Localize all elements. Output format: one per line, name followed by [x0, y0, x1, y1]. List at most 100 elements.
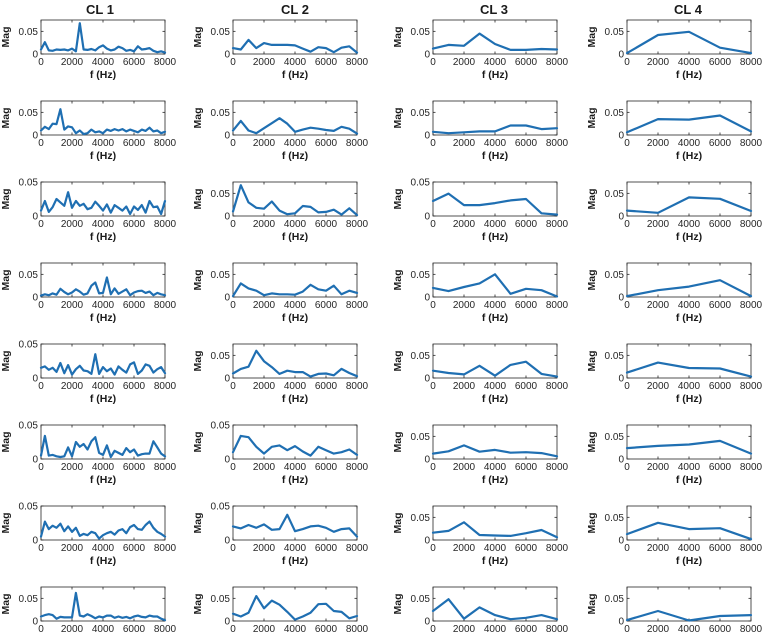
y-tick-label: 0.05 [411, 594, 431, 605]
x-tick-label: 6000 [709, 462, 732, 473]
y-tick-label: 0 [32, 455, 38, 466]
y-tick-label: 0 [618, 455, 624, 466]
y-tick-label: 0.05 [211, 27, 231, 38]
x-tick-label: 2000 [647, 219, 670, 230]
series-line [39, 108, 167, 136]
x-tick-label: 4000 [92, 138, 115, 149]
x-tick-label: 8000 [154, 219, 177, 230]
y-tick-label: 0.05 [211, 502, 231, 513]
x-tick-label: 4000 [92, 300, 115, 311]
x-tick-label: 8000 [546, 543, 569, 554]
series-line [431, 521, 559, 539]
y-tick-label: 0 [424, 50, 430, 61]
x-tick-label: 6000 [709, 219, 732, 230]
x-tick-label: 8000 [346, 381, 369, 392]
y-tick-label: 0.05 [211, 421, 231, 432]
y-tick-label: 0.05 [19, 270, 39, 281]
axes-box [432, 100, 558, 136]
series-line [39, 591, 167, 622]
x-tick-label: 0 [38, 138, 44, 149]
y-tick-label: 0.05 [211, 189, 231, 200]
x-tick-label: 2000 [253, 219, 276, 230]
x-tick-label: 4000 [678, 381, 701, 392]
y-tick-label: 0.05 [605, 189, 625, 200]
x-tick-label: 8000 [346, 138, 369, 149]
series-line [625, 361, 753, 378]
x-tick-label: 2000 [253, 381, 276, 392]
series-line [625, 521, 753, 541]
x-tick-label: 8000 [546, 57, 569, 68]
panel-r6-c2: 0 2000 4000 6000 8000 0 0.05 f (Hz) Mag [192, 421, 369, 487]
axes-box [626, 505, 752, 541]
series-line [431, 598, 559, 621]
panel-r5-c2: 0 2000 4000 6000 8000 0 0.05 f (Hz) Mag [192, 343, 369, 405]
x-tick-label: 2000 [61, 219, 84, 230]
x-tick-label: 0 [430, 138, 436, 149]
y-tick-label: 0 [32, 212, 38, 223]
x-tick-label: 2000 [61, 381, 84, 392]
series-line [231, 117, 359, 135]
y-tick-label: 0.05 [411, 27, 431, 38]
x-tick-label: 4000 [92, 381, 115, 392]
panel-r1-c3: 0 2000 4000 6000 8000 0 0.05 f (Hz) Mag [392, 19, 569, 81]
panel-r4-c1: 0 2000 4000 6000 8000 0 0.05 f (Hz) Mag [0, 262, 177, 324]
x-tick-label: 8000 [154, 138, 177, 149]
panel-r4-c2: 0 2000 4000 6000 8000 0 0.05 f (Hz) Mag [192, 262, 369, 324]
y-tick-label: 0.05 [211, 594, 231, 605]
x-axis-label: f (Hz) [90, 393, 116, 405]
x-tick-label: 6000 [515, 219, 538, 230]
x-tick-label: 6000 [123, 300, 146, 311]
x-tick-label: 4000 [678, 57, 701, 68]
panels: 0 2000 4000 6000 8000 0 0.05 f (Hz) Mag 0 2000 4000… [0, 19, 763, 633]
y-axis-label: Mag [586, 189, 598, 210]
x-axis-label: f (Hz) [282, 393, 308, 405]
x-tick-label: 6000 [123, 138, 146, 149]
x-tick-label: 2000 [253, 138, 276, 149]
x-tick-label: 6000 [315, 138, 338, 149]
x-tick-label: 6000 [709, 138, 732, 149]
y-axis-label: Mag [192, 351, 204, 372]
x-tick-label: 2000 [453, 543, 476, 554]
column-title-cl3: CL 3 [480, 2, 508, 17]
y-tick-label: 0 [618, 293, 624, 304]
x-tick-label: 8000 [346, 462, 369, 473]
y-tick-label: 0 [424, 212, 430, 223]
x-tick-label: 8000 [740, 300, 763, 311]
y-axis-label: Mag [0, 594, 12, 615]
y-tick-label: 0 [424, 455, 430, 466]
x-tick-label: 4000 [484, 300, 507, 311]
x-tick-label: 2000 [253, 57, 276, 68]
panel-r5-c3: 0 2000 4000 6000 8000 0 0.05 f (Hz) Mag [392, 343, 569, 405]
y-tick-label: 0 [224, 536, 230, 547]
series-line [431, 273, 559, 298]
y-tick-label: 0.05 [605, 351, 625, 362]
y-tick-label: 0 [32, 131, 38, 142]
y-tick-label: 0 [224, 293, 230, 304]
x-axis-label: f (Hz) [482, 312, 508, 324]
y-axis-label: Mag [392, 432, 404, 453]
y-axis-label: Mag [0, 432, 12, 453]
x-tick-label: 6000 [315, 300, 338, 311]
panel-r5-c1: 0 2000 4000 6000 8000 0 0.05 f (Hz) Mag [0, 340, 177, 406]
x-axis-label: f (Hz) [282, 69, 308, 81]
x-tick-label: 2000 [253, 543, 276, 554]
x-axis-label: f (Hz) [90, 69, 116, 81]
series-line [431, 192, 559, 216]
x-tick-label: 4000 [284, 300, 307, 311]
x-tick-label: 4000 [92, 57, 115, 68]
x-tick-label: 4000 [92, 462, 115, 473]
x-tick-label: 8000 [546, 381, 569, 392]
x-tick-label: 0 [230, 543, 236, 554]
x-tick-label: 6000 [123, 543, 146, 554]
x-tick-label: 4000 [678, 624, 701, 633]
x-tick-label: 8000 [546, 138, 569, 149]
x-tick-label: 8000 [740, 624, 763, 633]
y-tick-label: 0.05 [19, 502, 39, 513]
y-tick-label: 0 [618, 536, 624, 547]
panel-r7-c2: 0 2000 4000 6000 8000 0 0.05 f (Hz) Mag [192, 502, 369, 568]
panel-r2-c3: 0 2000 4000 6000 8000 0 0.05 f (Hz) Mag [392, 100, 569, 162]
x-tick-label: 2000 [61, 138, 84, 149]
x-tick-label: 4000 [484, 57, 507, 68]
panel-r3-c1: 0 2000 4000 6000 8000 0 0.05 f (Hz) Mag [0, 178, 177, 244]
